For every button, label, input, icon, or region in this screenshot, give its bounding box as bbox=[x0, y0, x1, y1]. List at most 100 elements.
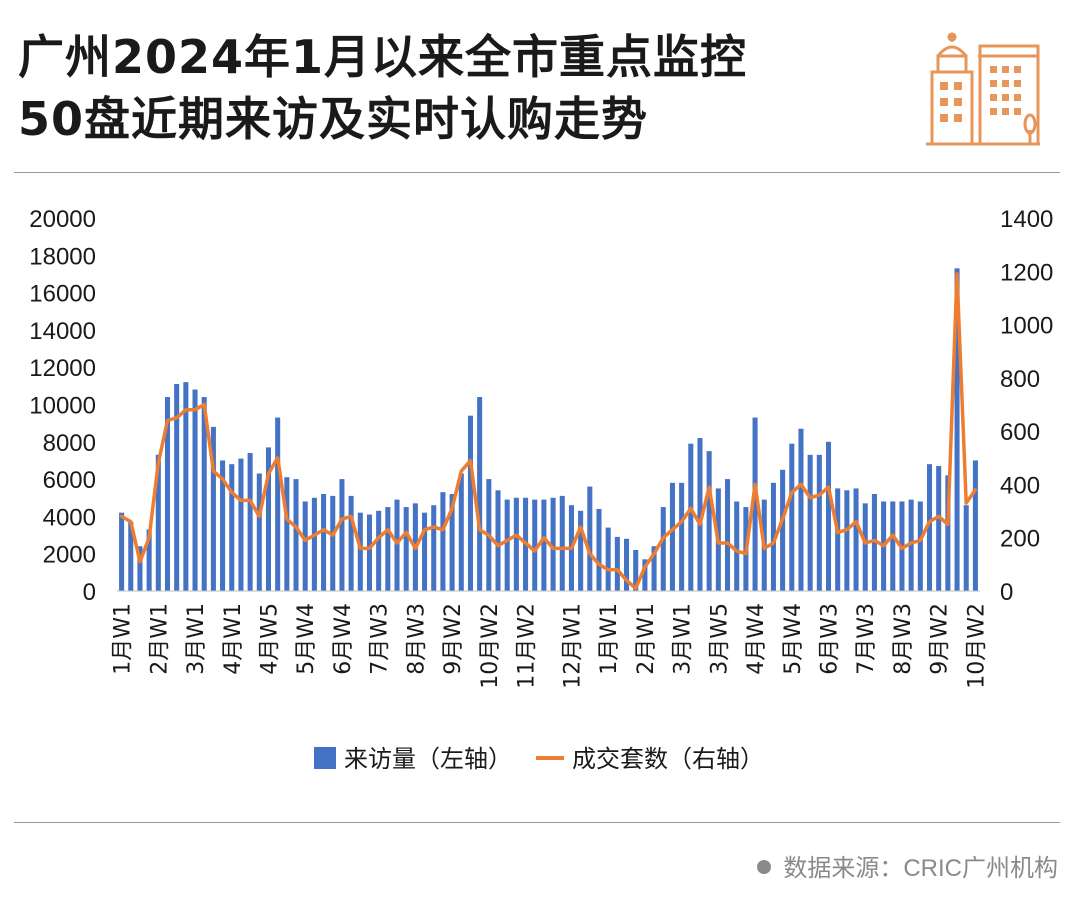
bar bbox=[220, 460, 226, 591]
bar bbox=[734, 501, 740, 591]
chart: 0200040006000800010000120001400016000180… bbox=[29, 206, 1053, 773]
x-tick-label: 5月W4 bbox=[294, 603, 319, 675]
bar bbox=[495, 490, 501, 591]
left-axis-tick-label: 18000 bbox=[29, 243, 96, 270]
title-line-1: 广州2024年1月以来全市重点监控 bbox=[18, 30, 748, 84]
bar bbox=[403, 507, 409, 591]
bar bbox=[422, 512, 428, 591]
bar bbox=[339, 479, 345, 591]
x-tick-label: 4月W5 bbox=[257, 603, 282, 675]
legend-label-bar: 来访量（左轴） bbox=[344, 745, 512, 773]
bullet-icon bbox=[757, 860, 772, 874]
right-axis-tick-label: 1200 bbox=[1000, 259, 1053, 286]
x-tick-label: 3月W5 bbox=[707, 603, 732, 675]
x-tick-label: 6月W3 bbox=[818, 603, 843, 675]
bar bbox=[798, 428, 804, 591]
buildings-icon bbox=[926, 32, 1040, 146]
title-line-2: 50盘近期来访及实时认购走势 bbox=[18, 92, 649, 146]
left-axis-tick-label: 20000 bbox=[29, 206, 96, 233]
bar bbox=[330, 495, 336, 591]
x-tick-label: 10月W2 bbox=[478, 603, 503, 689]
left-axis-tick-label: 4000 bbox=[43, 504, 96, 531]
bar bbox=[862, 503, 868, 591]
right-axis-tick-label: 0 bbox=[1000, 579, 1013, 606]
right-axis-tick-label: 1400 bbox=[1000, 206, 1053, 233]
bar bbox=[541, 499, 547, 591]
bar bbox=[605, 527, 611, 591]
left-axis-tick-label: 14000 bbox=[29, 318, 96, 345]
bar bbox=[789, 443, 795, 591]
bar bbox=[669, 482, 675, 591]
x-tick-label: 1月W1 bbox=[597, 603, 622, 675]
data-source: 数据来源：CRIC广州机构 bbox=[757, 848, 1058, 883]
bar bbox=[513, 497, 519, 591]
bar bbox=[706, 451, 712, 591]
bar bbox=[385, 507, 391, 591]
bar bbox=[201, 397, 207, 591]
x-tick-label: 7月W3 bbox=[368, 603, 393, 675]
data-source-text: 数据来源：CRIC广州机构 bbox=[783, 855, 1058, 882]
bar bbox=[210, 426, 216, 591]
bar bbox=[128, 521, 134, 591]
bar bbox=[238, 458, 244, 591]
bar bbox=[963, 505, 969, 591]
bar bbox=[945, 475, 951, 591]
x-tick-label: 4月W4 bbox=[744, 603, 769, 675]
bar bbox=[578, 510, 584, 591]
x-tick-label: 6月W4 bbox=[331, 603, 356, 675]
x-tick-label: 11月W2 bbox=[515, 603, 540, 689]
bar bbox=[770, 482, 776, 591]
bar bbox=[688, 443, 694, 591]
bar bbox=[642, 559, 648, 591]
bar bbox=[679, 482, 685, 591]
left-axis-tick-label: 2000 bbox=[43, 542, 96, 569]
bar bbox=[192, 389, 198, 591]
bar bbox=[174, 383, 180, 591]
left-axis-tick-label: 10000 bbox=[29, 393, 96, 420]
footer-divider bbox=[14, 822, 1060, 823]
bar bbox=[908, 499, 914, 591]
right-axis-tick-label: 800 bbox=[1000, 366, 1040, 393]
bar bbox=[284, 477, 290, 591]
bar bbox=[917, 501, 923, 591]
header-divider bbox=[14, 172, 1060, 173]
bar bbox=[633, 549, 639, 591]
bar bbox=[146, 529, 152, 591]
x-tick-label: 2月W1 bbox=[147, 603, 172, 675]
bar bbox=[321, 494, 327, 591]
bar bbox=[431, 505, 437, 591]
right-axis-tick-label: 600 bbox=[1000, 419, 1040, 446]
bar bbox=[265, 447, 272, 591]
x-tick-label: 5月W4 bbox=[781, 603, 806, 675]
bar bbox=[651, 546, 657, 591]
legend-swatch-bar bbox=[314, 747, 336, 769]
bar bbox=[137, 546, 143, 591]
bar bbox=[183, 382, 189, 591]
bar bbox=[853, 488, 859, 591]
bar bbox=[229, 464, 235, 591]
left-axis-tick-label: 12000 bbox=[29, 355, 96, 382]
bar bbox=[871, 494, 877, 591]
bar bbox=[357, 512, 363, 591]
bar bbox=[660, 507, 666, 591]
x-tick-label: 2月W1 bbox=[634, 603, 659, 675]
x-tick-label: 3月W1 bbox=[671, 603, 696, 675]
bar bbox=[559, 495, 565, 591]
x-tick-label: 9月W2 bbox=[928, 603, 953, 675]
right-axis-tick-label: 1000 bbox=[1000, 313, 1053, 340]
x-tick-label: 12月W1 bbox=[560, 603, 585, 689]
bar bbox=[164, 397, 171, 591]
bar bbox=[302, 501, 308, 591]
bar bbox=[467, 415, 473, 591]
x-tick-label: 8月W3 bbox=[891, 603, 916, 675]
bar bbox=[835, 488, 841, 591]
right-axis-tick-label: 200 bbox=[1000, 526, 1040, 553]
bar bbox=[972, 460, 978, 591]
bar bbox=[780, 469, 786, 591]
line-series bbox=[119, 272, 978, 591]
bar bbox=[348, 495, 354, 591]
bar bbox=[825, 441, 832, 591]
x-tick-label: 10月W2 bbox=[964, 603, 989, 689]
right-axis-tick-label: 400 bbox=[1000, 472, 1040, 499]
bar bbox=[550, 497, 556, 591]
